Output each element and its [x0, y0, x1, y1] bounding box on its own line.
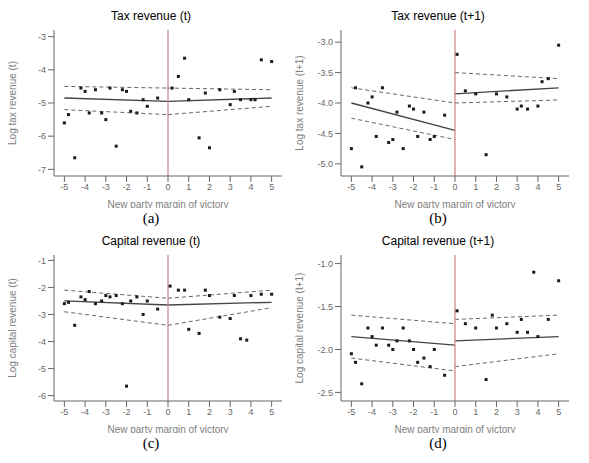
svg-text:-5: -5: [347, 407, 355, 417]
svg-text:3: 3: [515, 182, 520, 192]
svg-text:-3: -3: [102, 182, 110, 192]
svg-text:Log capital revenue (t+1): Log capital revenue (t+1): [295, 272, 305, 383]
svg-text:-3.0: -3.0: [317, 37, 333, 47]
svg-text:New party margin of victory: New party margin of victory: [394, 199, 515, 208]
svg-text:0: 0: [165, 407, 170, 417]
svg-text:2: 2: [207, 182, 212, 192]
svg-text:5: 5: [269, 407, 274, 417]
svg-text:4: 4: [248, 407, 253, 417]
svg-text:-2.0: -2.0: [317, 344, 333, 354]
html-text:Capital revenue (t): Capital revenue (t): [101, 233, 201, 248]
svg-text:-5: -5: [38, 98, 46, 108]
html-text:(b): (b): [429, 210, 447, 226]
svg-text:-3: -3: [38, 309, 46, 319]
svg-text:0: 0: [452, 182, 457, 192]
svg-text:New party margin of victory: New party margin of victory: [107, 424, 228, 433]
svg-text:-1: -1: [143, 407, 151, 417]
svg-text:-3: -3: [389, 182, 397, 192]
html-text:(a): (a): [142, 210, 160, 226]
svg-text:-4.0: -4.0: [317, 98, 333, 108]
svg-text:-1: -1: [38, 255, 46, 265]
svg-text:2: 2: [494, 407, 499, 417]
svg-text:-5: -5: [38, 363, 46, 373]
html-text:Capital revenue (t+1): Capital revenue (t+1): [381, 233, 495, 248]
svg-text:-1: -1: [430, 182, 438, 192]
svg-text:4: 4: [248, 182, 253, 192]
svg-text:New party margin of victory: New party margin of victory: [107, 199, 228, 208]
svg-text:-4: -4: [38, 336, 46, 346]
html-text:Tax revenue (t+1): Tax revenue (t+1): [391, 9, 485, 23]
svg-text:3: 3: [228, 407, 233, 417]
svg-text:New party margin of victory: New party margin of victory: [394, 424, 515, 433]
html-text:(c): (c): [142, 434, 160, 451]
svg-text:4: 4: [535, 407, 540, 417]
svg-text:-6: -6: [38, 390, 46, 400]
svg-text:-6: -6: [38, 131, 46, 141]
svg-text:5: 5: [269, 182, 274, 192]
svg-text:1: 1: [186, 407, 191, 417]
svg-text:1: 1: [186, 182, 191, 192]
svg-text:-1: -1: [430, 407, 438, 417]
svg-text:-7: -7: [38, 165, 46, 175]
svg-text:-5: -5: [60, 407, 68, 417]
svg-text:-3: -3: [38, 32, 46, 42]
svg-text:1: 1: [473, 182, 478, 192]
svg-text:-4: -4: [81, 182, 89, 192]
svg-text:-1: -1: [143, 182, 151, 192]
svg-text:-4.5: -4.5: [317, 129, 333, 139]
html-text:Tax revenue (t): Tax revenue (t): [111, 9, 191, 23]
svg-text:-2: -2: [123, 407, 131, 417]
svg-text:5: 5: [556, 182, 561, 192]
svg-text:-2: -2: [123, 182, 131, 192]
svg-text:-3: -3: [102, 407, 110, 417]
html-text:(d): (d): [429, 434, 447, 451]
svg-text:-2: -2: [410, 182, 418, 192]
svg-text:-1.5: -1.5: [317, 301, 333, 311]
svg-text:-4: -4: [38, 65, 46, 75]
svg-text:5: 5: [556, 407, 561, 417]
svg-text:-3.5: -3.5: [317, 68, 333, 78]
svg-text:-2: -2: [38, 282, 46, 292]
svg-text:2: 2: [207, 407, 212, 417]
svg-text:Log tax revenue (t): Log tax revenue (t): [8, 61, 18, 145]
svg-text:1: 1: [473, 407, 478, 417]
svg-text:-1.0: -1.0: [317, 258, 333, 268]
svg-text:-5: -5: [60, 182, 68, 192]
svg-text:-2: -2: [410, 407, 418, 417]
svg-text:-4: -4: [81, 407, 89, 417]
svg-text:3: 3: [228, 182, 233, 192]
svg-text:-4: -4: [368, 407, 376, 417]
svg-text:0: 0: [165, 182, 170, 192]
svg-text:Log capital revenue (t): Log capital revenue (t): [8, 278, 18, 378]
svg-text:-5: -5: [347, 182, 355, 192]
svg-text:0: 0: [452, 407, 457, 417]
svg-text:-4: -4: [368, 182, 376, 192]
svg-text:Log tax revenue (t+1): Log tax revenue (t+1): [295, 55, 305, 150]
svg-text:2: 2: [494, 182, 499, 192]
svg-text:-2.5: -2.5: [317, 387, 333, 397]
svg-text:3: 3: [515, 407, 520, 417]
svg-text:4: 4: [535, 182, 540, 192]
svg-text:-3: -3: [389, 407, 397, 417]
svg-text:-5.0: -5.0: [317, 159, 333, 169]
